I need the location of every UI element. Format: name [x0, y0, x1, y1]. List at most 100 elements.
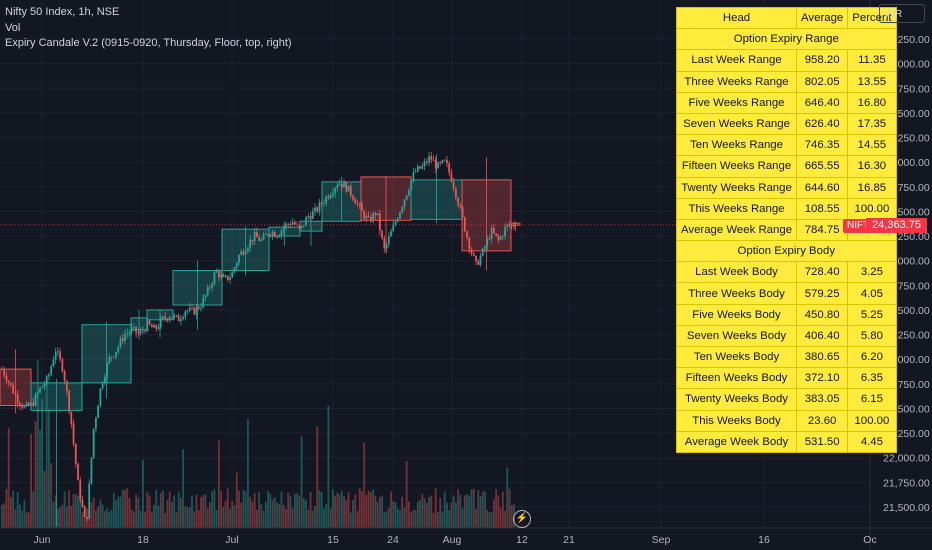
price-candle-body	[327, 196, 330, 199]
volume-bar	[479, 495, 482, 528]
price-candle-body	[148, 320, 151, 325]
volume-bar	[213, 488, 216, 528]
volume-bar	[428, 497, 430, 528]
price-candle-body	[410, 180, 413, 191]
volume-bar	[510, 505, 513, 528]
price-candle-body	[439, 162, 442, 164]
volume-bar	[101, 504, 104, 528]
price-candle-body	[238, 255, 240, 263]
price-candle-body	[307, 215, 310, 218]
volume-label[interactable]: Vol	[5, 21, 21, 34]
volume-bar	[231, 501, 234, 528]
volume-bar	[452, 495, 455, 528]
average-value: Average	[796, 6, 849, 30]
time-axis[interactable]: Jun 18 Jul 15 24 Aug 12 21 Sep 16 Oc	[0, 527, 932, 546]
percent-value: 100.00	[847, 197, 897, 220]
price-candle-body	[403, 199, 406, 208]
percent-value: 100.00	[847, 409, 897, 432]
volume-bar	[269, 493, 272, 528]
volume-bar	[30, 433, 32, 528]
volume-bar	[240, 502, 243, 528]
price-candle-body	[79, 480, 82, 500]
volume-bar	[115, 500, 117, 528]
currency-selector[interactable]: INR	[879, 4, 925, 23]
volume-bar	[146, 492, 149, 528]
price-candle-body	[10, 382, 12, 385]
percent-value: 4.05	[847, 282, 897, 305]
price-candle-body	[61, 359, 64, 372]
volume-bar	[439, 498, 442, 528]
volume-bar	[226, 488, 229, 528]
volume-bar	[247, 418, 249, 528]
volume-bar	[361, 491, 363, 528]
volume-bar	[251, 501, 254, 528]
average-value: 380.65	[796, 345, 849, 369]
price-candle-body	[235, 262, 238, 268]
volume-bar	[262, 510, 265, 528]
volume-bar	[327, 405, 330, 528]
price-candle-body	[200, 307, 202, 309]
volume-bar	[408, 501, 410, 528]
price-candle-body	[184, 311, 187, 318]
expiry-boxes	[0, 154, 521, 527]
percent-value: 13.55	[847, 70, 897, 93]
volume-bar	[470, 489, 473, 528]
price-candle-body	[95, 417, 97, 429]
volume-bar	[495, 489, 498, 528]
volume-bar	[117, 496, 120, 528]
time-tick-label: 12	[516, 534, 528, 546]
price-candle-body	[54, 351, 57, 360]
indicator-label[interactable]: Expiry Candale V.2 (0915-0920, Thursday,…	[5, 37, 292, 49]
time-tick-label: 15	[327, 534, 339, 546]
symbol-title[interactable]: Nifty 50 Index, 1h, NSE	[5, 6, 120, 18]
table-row: Three Weeks Body 579.25 4.05	[675, 282, 897, 305]
volume-bar	[396, 508, 399, 528]
price-candle-body	[309, 215, 312, 219]
price-candle-body	[101, 383, 104, 389]
price-candle-body	[450, 172, 453, 182]
table-row: Ten Weeks Body 380.65 6.20	[675, 345, 897, 369]
volume-bar	[296, 493, 299, 528]
volume-bar	[63, 491, 66, 528]
volume-bar	[106, 508, 108, 528]
price-candle-body	[206, 287, 209, 296]
price-candle-body	[139, 330, 142, 334]
volume-bar	[249, 496, 252, 528]
volume-bar	[206, 508, 209, 528]
price-candle-body	[117, 346, 120, 352]
table-row: Ten Weeks Range 746.35 14.55	[675, 134, 897, 157]
volume-bar	[18, 504, 21, 528]
price-candle-body	[370, 216, 372, 222]
lightning-icon[interactable]: ⚡	[513, 510, 531, 528]
price-candle-body	[448, 163, 451, 173]
price-candle-body	[50, 366, 53, 375]
average-value: 626.40	[796, 112, 849, 136]
price-candle-body	[5, 375, 8, 382]
time-tick-label: Jul	[225, 534, 238, 546]
price-candle-body	[48, 374, 50, 377]
average-value: 644.60	[796, 176, 849, 199]
volume-bar	[220, 490, 223, 528]
price-candle-body	[260, 239, 263, 241]
volume-bar	[356, 510, 359, 528]
table-row: Average Week Body 531.50 4.45	[675, 430, 897, 453]
price-candle-body	[115, 351, 117, 357]
price-candle-body	[298, 224, 301, 229]
price-candle-body	[358, 203, 361, 205]
expiry-stats-table: Head Average Percent Option Expiry Range Las…	[675, 6, 897, 453]
volume-bar	[414, 510, 417, 528]
price-candle-body	[452, 181, 455, 189]
average-value: 406.40	[796, 324, 849, 348]
volume-bar	[446, 502, 448, 528]
volume-bar	[399, 510, 401, 528]
price-candle-body	[202, 297, 205, 308]
row-label: Ten Weeks Body	[675, 345, 798, 369]
price-candle-body	[311, 211, 314, 219]
percent-value: 4.45	[847, 430, 897, 453]
price-candle-body	[251, 239, 254, 242]
price-candle-body	[204, 295, 207, 298]
price-candle-body	[92, 428, 95, 458]
price-candle-body	[490, 228, 493, 239]
price-candle-body	[226, 275, 229, 280]
volume-bar	[381, 495, 383, 528]
